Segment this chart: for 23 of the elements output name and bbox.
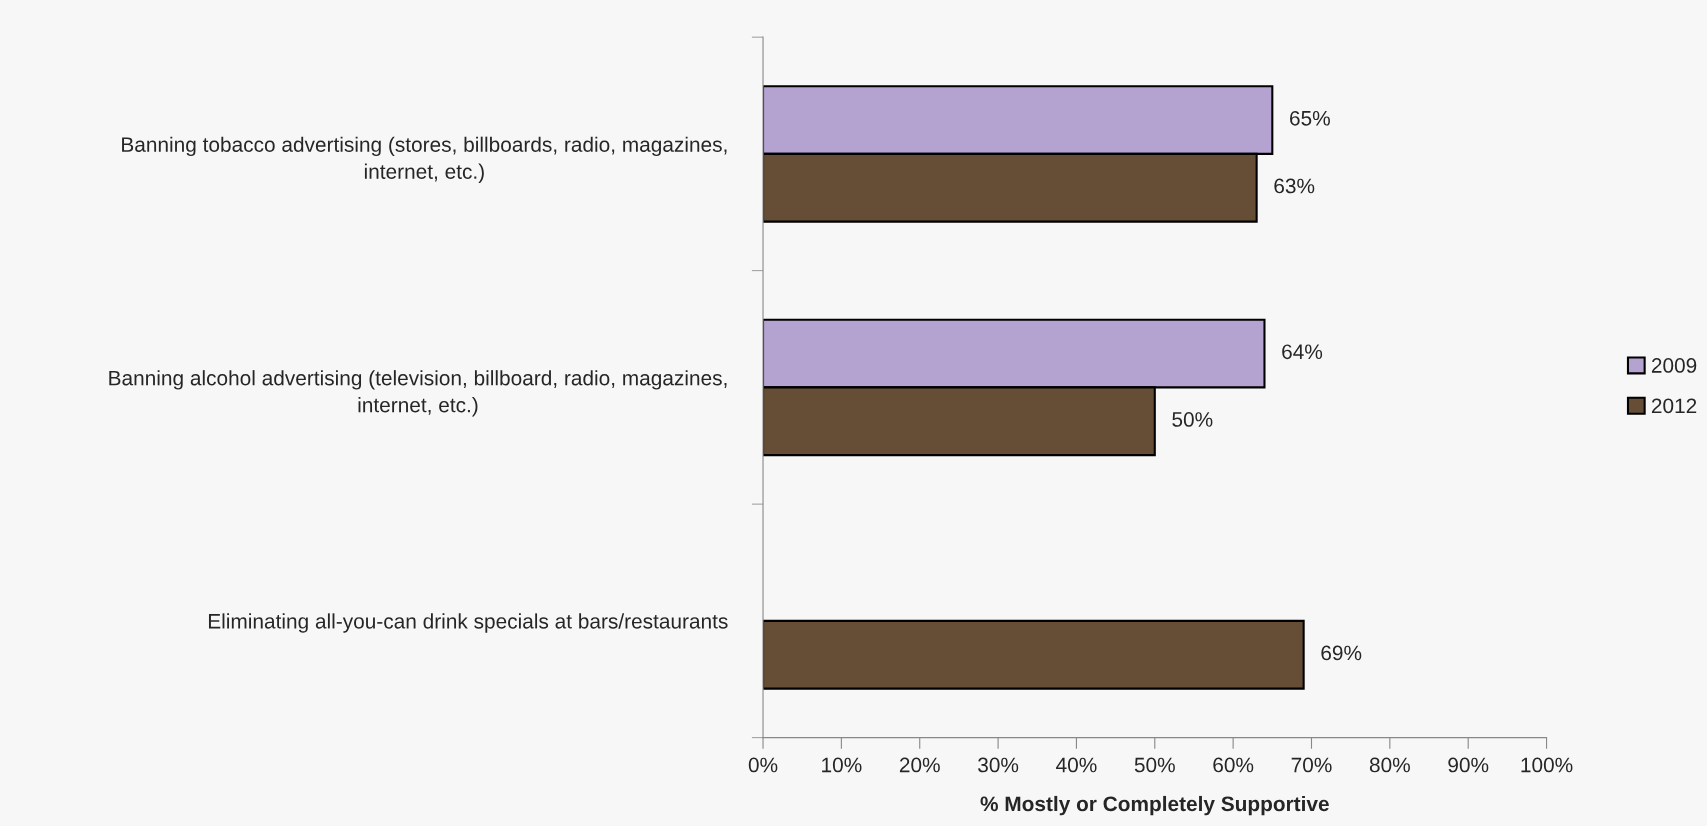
y-tick-label: Eliminating all-you-can drink specials at bars/restaurants (208, 613, 728, 633)
x-tick-label: 90% (1448, 757, 1489, 773)
data-label: 63% (1274, 178, 1315, 194)
legend-label: 2009 (1651, 358, 1697, 373)
x-tick-label: 30% (978, 757, 1019, 773)
x-tick-label: 80% (1369, 757, 1410, 773)
y-tick-label: Banning alcohol advertising (television, billboard, radio, magazines, internet, etc.) (109, 370, 727, 417)
data-label: 69% (1321, 645, 1362, 661)
data-label: 65% (1290, 110, 1330, 126)
x-tick-label: 10% (822, 757, 862, 773)
x-tick-label: 0% (748, 757, 778, 773)
x-tick-label: 70% (1291, 757, 1332, 773)
data-label: 64% (1282, 344, 1323, 360)
x-tick-label: 100% (1521, 757, 1573, 773)
x-tick-label: 50% (1134, 757, 1175, 773)
x-axis-title: % Mostly or Completely Supportive (980, 795, 1329, 816)
x-tick-label: 40% (1056, 757, 1097, 773)
bar (763, 619, 1305, 690)
x-tick-label: 60% (1213, 757, 1254, 773)
y-tick-label: Banning tobacco advertising (stores, billboards, radio, magazines, internet, etc.) (122, 136, 727, 184)
x-tick-label: 20% (899, 757, 940, 773)
data-label: 50% (1172, 412, 1213, 427)
legend-label: 2012 (1651, 398, 1697, 414)
